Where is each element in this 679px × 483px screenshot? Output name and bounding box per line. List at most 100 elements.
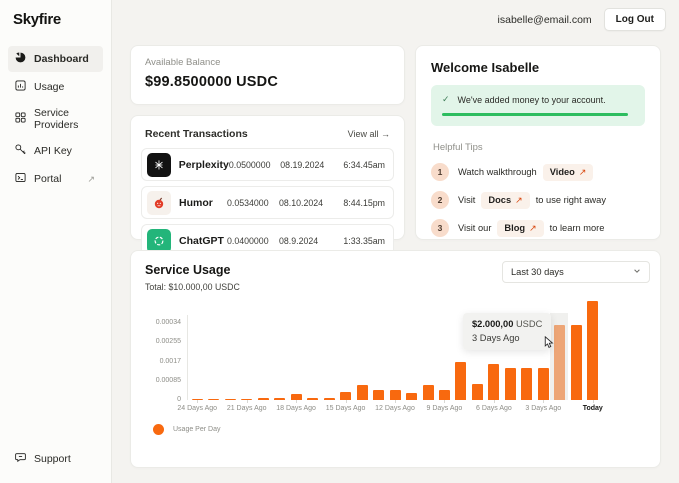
available-balance-card: Available Balance $99.8500000 USDC <box>130 45 405 105</box>
legend-label: Usage Per Day <box>173 426 221 433</box>
welcome-card: Welcome Isabelle ✓ We've added money to … <box>415 45 661 240</box>
usage-bar[interactable] <box>504 368 516 400</box>
transaction-date: 08.10.2024 <box>279 197 324 208</box>
user-email: isabelle@email.com <box>497 13 592 26</box>
key-icon <box>14 143 27 159</box>
transaction-date: 08.19.2024 <box>280 159 325 170</box>
usage-bar[interactable] <box>241 398 253 400</box>
usage-bar[interactable] <box>224 398 236 400</box>
x-axis-tick <box>345 400 347 403</box>
recent-transactions-card: Recent Transactions View all → Perplexit… <box>130 115 405 257</box>
usage-bar[interactable] <box>373 390 384 400</box>
usage-bar[interactable] <box>323 398 335 400</box>
transaction-amount: 0.0400000 <box>227 235 269 246</box>
x-axis-label: 18 Days Ago <box>276 405 316 412</box>
tip-chip-docs[interactable]: Docs ↗ <box>481 191 530 209</box>
tooltip-label: 3 Days Ago <box>472 333 520 343</box>
usage-bar[interactable] <box>521 368 533 400</box>
usage-bar[interactable] <box>340 392 352 400</box>
usage-bar[interactable] <box>389 390 401 400</box>
tip-text-pre: Visit our <box>458 223 492 233</box>
bar-chart-icon <box>14 79 27 95</box>
sidebar-item-label: Portal <box>34 173 62 185</box>
usage-bar[interactable] <box>208 398 220 400</box>
transactions-header: Recent Transactions View all → <box>141 126 394 148</box>
tip-chip-label: Docs <box>488 195 512 205</box>
y-axis-label: 0 <box>177 396 181 403</box>
view-all-link[interactable]: View all → <box>347 129 390 139</box>
x-axis-label: 24 Days Ago <box>177 405 218 412</box>
tip-chip-blog[interactable]: Blog ↗ <box>497 219 544 237</box>
date-range-select[interactable]: Last 30 days <box>502 261 650 283</box>
x-axis-label: 9 Days Ago <box>426 405 463 412</box>
transaction-row[interactable]: Humor 0.0534000 08.10.2024 8:44.15pm <box>141 186 394 219</box>
usage-bar[interactable] <box>488 363 500 400</box>
external-link-icon: ↗ <box>87 173 95 184</box>
usage-bar[interactable] <box>307 398 319 400</box>
sidebar-item-label: Usage <box>34 81 65 93</box>
usage-bar[interactable] <box>471 384 483 400</box>
toast-progress-bar <box>442 113 629 116</box>
topbar: isabelle@email.com Log Out <box>498 8 666 31</box>
x-axis-label: 12 Days Ago <box>375 405 415 412</box>
tip-row: 3 Visit our Blog ↗ to learn more <box>431 219 645 237</box>
tip-number-badge: 3 <box>431 219 449 237</box>
sidebar-item-api-key[interactable]: API Key <box>8 138 103 164</box>
tip-text: Visit Docs ↗ to use right away <box>458 191 606 209</box>
grid-icon <box>14 111 27 127</box>
sidebar-item-label: Dashboard <box>34 53 89 65</box>
x-axis-tick <box>395 400 396 403</box>
sidebar-item-dashboard[interactable]: Dashboard <box>8 46 103 72</box>
transaction-name: Perplexity <box>178 158 229 171</box>
usage-bar[interactable] <box>274 398 286 400</box>
sidebar: Skyfire Dashboard Usage Service Providers A… <box>0 0 112 483</box>
usage-bar[interactable] <box>406 393 417 400</box>
x-axis-tick <box>197 400 199 403</box>
usage-total: Total: $10.000,00 USDC <box>145 282 240 292</box>
usage-title: Service Usage <box>145 263 231 277</box>
usage-bar[interactable] <box>570 325 582 400</box>
usage-bar[interactable] <box>438 390 450 400</box>
usage-bar[interactable] <box>290 394 302 400</box>
usage-bar[interactable] <box>191 398 203 400</box>
tip-row: 2 Visit Docs ↗ to use right away <box>431 191 645 209</box>
transaction-row[interactable]: Perplexity 0.0500000 08.19.2024 6:34.45am <box>141 148 394 181</box>
arrow-up-right-icon: ↗ <box>515 194 523 205</box>
welcome-title: Welcome Isabelle <box>431 60 540 75</box>
sidebar-item-label: Support <box>34 453 71 465</box>
usage-bar[interactable] <box>587 300 599 400</box>
balance-label: Available Balance <box>145 57 221 68</box>
logout-button[interactable]: Log Out <box>603 8 666 31</box>
tip-text: Watch walkthrough Video ↗ <box>458 163 594 181</box>
usage-bar[interactable] <box>356 384 368 400</box>
transaction-name: Humor <box>179 196 213 209</box>
check-icon: ✓ <box>442 94 450 104</box>
usage-bar[interactable] <box>422 384 434 400</box>
x-axis-tick <box>493 400 495 403</box>
usage-bar[interactable] <box>455 361 467 400</box>
terminal-icon <box>14 171 27 187</box>
x-axis-label: 15 Days Ago <box>325 405 366 412</box>
usage-bar[interactable] <box>537 368 549 400</box>
transactions-list: Perplexity 0.0500000 08.19.2024 6:34.45am Hu… <box>141 148 394 257</box>
y-axis-line <box>187 315 188 400</box>
transaction-amount: 0.0500000 <box>228 159 271 170</box>
hovered-bar-highlight <box>550 313 568 400</box>
x-axis-label: 21 Days Ago <box>226 405 267 412</box>
chatgpt-logo <box>147 228 171 253</box>
arrow-up-right-icon: ↗ <box>529 222 537 233</box>
tip-text: Visit our Blog ↗ to learn more <box>458 219 604 237</box>
transaction-time: 1:33.35am <box>343 235 385 246</box>
legend-dot-icon <box>153 424 164 435</box>
service-usage-card: Service Usage Total: $10.000,00 USDC Las… <box>130 250 661 468</box>
sidebar-item-portal[interactable]: Portal ↗ <box>8 166 103 192</box>
usage-bar[interactable] <box>257 398 269 400</box>
tip-chip-video[interactable]: Video ↗ <box>542 163 594 181</box>
sidebar-item-service-providers[interactable]: Service Providers <box>8 102 103 136</box>
sidebar-item-usage[interactable]: Usage <box>8 74 103 100</box>
transaction-date: 08.9.2024 <box>279 235 319 246</box>
sidebar-item-support[interactable]: Support <box>8 446 103 472</box>
tips-list: 1 Watch walkthrough Video ↗ 2 Visit Docs ↗ to us… <box>431 163 645 237</box>
humor-logo <box>147 190 171 215</box>
